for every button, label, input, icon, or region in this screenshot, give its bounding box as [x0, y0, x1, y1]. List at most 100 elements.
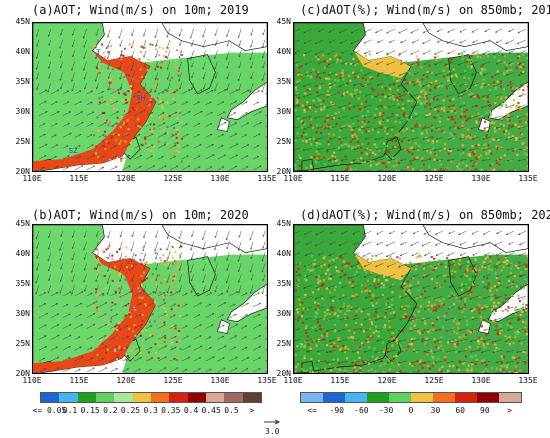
lon-tick-label: 120E [377, 174, 397, 183]
site-label: SH [136, 94, 146, 102]
colorbar-label: 30 [430, 406, 441, 415]
land-polygon [478, 319, 491, 334]
lat-tick-label: 40N [15, 47, 30, 56]
colorbar-label: 0.15 [80, 406, 100, 415]
panel-title-b: (b)AOT; Wind(m/s) on 10m; 2020 [32, 208, 249, 222]
site-label: SZ [69, 147, 78, 155]
site-label: T [95, 49, 101, 57]
colorbar-daot [300, 392, 522, 403]
lon-tick-label: 120E [116, 376, 136, 385]
colorbar-swatch [389, 393, 411, 402]
lon-tick-label: 115E [330, 376, 350, 385]
lon-tick-label: 125E [163, 174, 183, 183]
colorbar-swatch [77, 393, 96, 402]
map-panel-a: T SH SZ [32, 22, 268, 172]
colorbar-swatch [169, 393, 188, 402]
lon-tick-label: 125E [424, 376, 444, 385]
wind-vectors [294, 28, 527, 171]
colorbar-label: 90 [480, 406, 490, 415]
map-canvas [294, 23, 528, 171]
land-polygon [422, 225, 528, 253]
sea-aot-field [122, 254, 267, 373]
lon-tick-label: 125E [163, 376, 183, 385]
north-plain-field [353, 252, 411, 281]
colorbar-label: > [507, 406, 512, 415]
colorbar-label: -30 [378, 406, 394, 415]
colorbar-swatch [114, 393, 133, 402]
lon-tick-label: 110E [22, 376, 42, 385]
lat-tick-label: 25N [15, 339, 30, 348]
lat-tick-label: 30N [276, 107, 291, 116]
colorbar-swatch [411, 393, 433, 402]
lat-tick-label: 20N [15, 369, 30, 378]
lon-tick-label: 120E [116, 174, 136, 183]
panel-title-d: (d)dAOT(%); Wind(m/s) on 850mb; 2020 [300, 208, 550, 222]
colorbar-label: 0 [408, 406, 414, 415]
lat-tick-label: 45N [15, 219, 30, 228]
colorbar-label: 0.3 [143, 406, 158, 415]
lon-tick-label: 110E [283, 174, 303, 183]
reference-vector-label: 3.0 [265, 427, 280, 436]
lat-tick-label: 30N [276, 309, 291, 318]
lat-tick-label: 45N [276, 219, 291, 228]
map-panel-b [32, 224, 268, 374]
lon-tick-label: 110E [283, 376, 303, 385]
map-canvas: T SH SZ [33, 23, 267, 171]
lat-tick-label: 35N [15, 77, 30, 86]
map-canvas [294, 225, 528, 373]
colorbar-label: 0.1 [62, 406, 78, 415]
wind-vectors [294, 230, 527, 373]
lon-tick-label: 130E [210, 174, 230, 183]
lon-tick-label: 110E [22, 174, 42, 183]
colorbar-label: 0.4 [183, 406, 199, 415]
land-polygon [478, 117, 491, 132]
lon-tick-label: 130E [471, 376, 491, 385]
colorbar-label: -90 [329, 406, 344, 415]
lon-tick-label: 135E [257, 174, 277, 183]
land-polygon [487, 81, 528, 121]
north-plain-field [353, 50, 411, 79]
land-polygon [187, 256, 216, 297]
colorbar-swatch [187, 393, 206, 402]
colorbar-label: <= 0.05 [32, 406, 67, 415]
lat-tick-label: 40N [276, 249, 291, 258]
map-canvas [33, 225, 267, 373]
colorbar-label: 0.2 [103, 406, 118, 415]
colorbar-swatch [433, 393, 455, 402]
lat-tick-label: 25N [276, 339, 291, 348]
pollution-speckles [33, 244, 183, 373]
lon-tick-label: 125E [424, 174, 444, 183]
pollution-speckles [294, 52, 528, 171]
reference-vector-arrow [264, 419, 281, 425]
colorbar-label: > [249, 406, 255, 415]
colorbar-swatch [367, 393, 389, 402]
lat-tick-label: 30N [15, 309, 30, 318]
lon-tick-label: 135E [518, 376, 538, 385]
lat-tick-label: 45N [15, 17, 30, 26]
land-polygon [226, 81, 267, 121]
colorbar-label: 0.5 [224, 406, 239, 415]
lat-tick-label: 20N [276, 369, 291, 378]
lat-tick-label: 40N [276, 47, 291, 56]
colorbar-swatch [59, 393, 78, 402]
colorbar-swatch [499, 393, 521, 402]
pollution-speckles [33, 43, 184, 171]
lon-tick-label: 120E [377, 376, 397, 385]
lon-tick-label: 115E [69, 376, 89, 385]
map-panel-c [293, 22, 529, 172]
land-polygon [448, 256, 477, 297]
lon-tick-label: 135E [257, 376, 277, 385]
lat-tick-label: 35N [276, 279, 291, 288]
panel-title-c: (c)dAOT(%); Wind(m/s) on 850mb; 2019 [300, 3, 550, 17]
map-panel-d [293, 224, 529, 374]
lon-tick-label: 115E [330, 174, 350, 183]
lat-tick-label: 20N [276, 167, 291, 176]
colorbar-swatch [477, 393, 499, 402]
colorbar-swatch [323, 393, 345, 402]
colorbar-swatch [242, 393, 261, 402]
lat-tick-label: 20N [15, 167, 30, 176]
colorbar-label: 0.35 [161, 406, 181, 415]
colorbar-swatch [95, 393, 115, 402]
lon-tick-label: 115E [69, 174, 89, 183]
coastal-aot-band [33, 252, 156, 373]
